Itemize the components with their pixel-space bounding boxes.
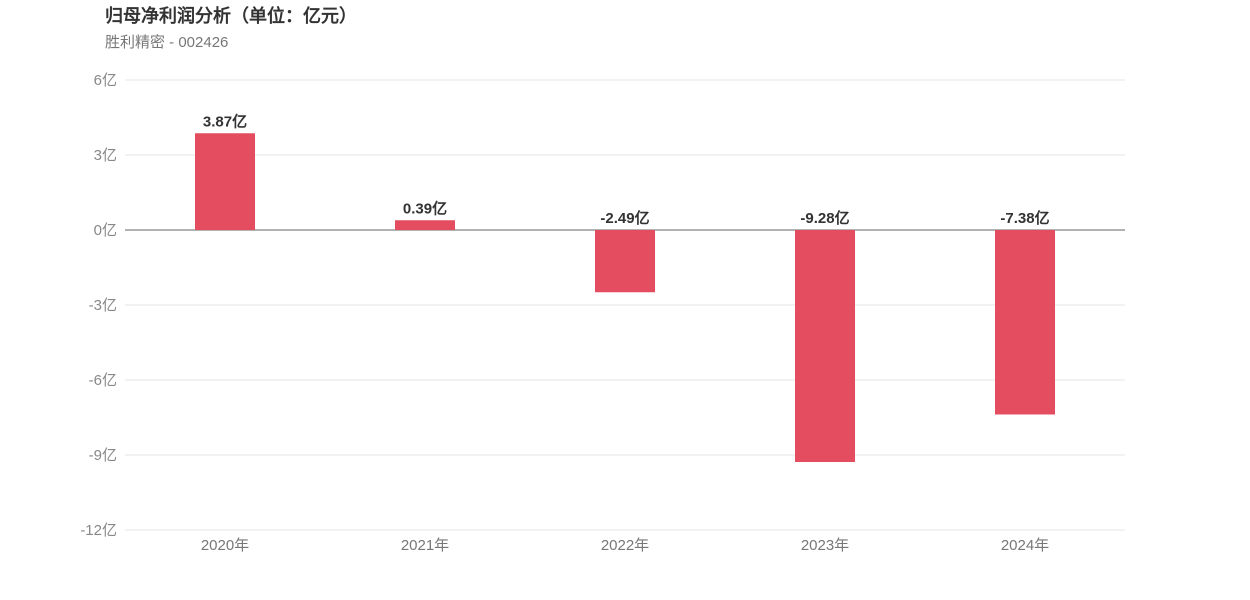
bar-value-label: -9.28亿 (800, 209, 849, 227)
bar-value-label: -7.38亿 (1000, 209, 1049, 227)
bar (195, 133, 255, 230)
y-tick-label: 0亿 (94, 222, 117, 239)
bar (795, 230, 855, 462)
y-tick-label: 6亿 (94, 72, 117, 89)
bar (395, 220, 455, 230)
x-tick-label: 2020年 (201, 537, 249, 554)
bar (595, 230, 655, 293)
y-tick-label: -3亿 (89, 297, 117, 314)
bar-value-label: 3.87亿 (203, 112, 247, 130)
x-tick-label: 2022年 (601, 537, 649, 554)
y-tick-label: 3亿 (94, 147, 117, 164)
x-tick-label: 2023年 (801, 537, 849, 554)
bar (995, 230, 1055, 415)
bar-value-label: -2.49亿 (600, 209, 649, 227)
y-tick-label: -6亿 (89, 372, 117, 389)
y-tick-label: -12亿 (80, 522, 117, 539)
y-tick-label: -9亿 (89, 447, 117, 464)
x-tick-label: 2021年 (401, 537, 449, 554)
chart-subtitle: 胜利精密 - 002426 (105, 34, 229, 51)
bar-value-label: 0.39亿 (403, 199, 447, 217)
chart-title: 归母净利润分析（单位：亿元） (105, 6, 357, 26)
x-tick-label: 2024年 (1001, 537, 1049, 554)
